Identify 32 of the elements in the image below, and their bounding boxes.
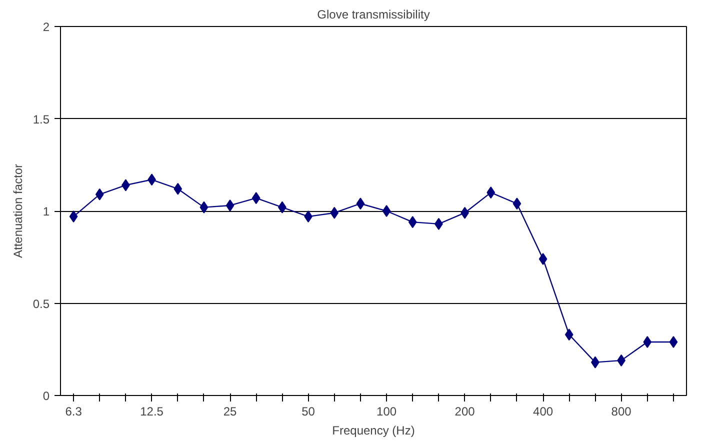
point [512,198,522,210]
point [69,210,78,223]
x-tick-label: 400 [533,404,554,418]
point [486,186,496,199]
y-tick-label: 1 [42,204,50,218]
point [174,182,182,195]
x-tick-label: 12.5 [140,404,164,418]
x-tick-label: 200 [454,404,476,418]
y-tick-label: 1.5 [32,112,50,126]
x-tick-label: 50 [302,404,316,418]
x-tick-label: 800 [611,404,632,418]
point [408,216,417,228]
y-tick-label: 2 [42,20,50,34]
point [356,198,365,210]
point [226,199,234,212]
y-axis-title: Attenuation factor [10,164,25,258]
point [382,205,391,217]
x-tick-label: 25 [223,404,238,418]
x-tick-label: 100 [376,404,397,418]
y-tick-label: 0 [42,389,50,403]
x-axis-title: Frequency (Hz) [332,424,415,438]
point [643,336,652,348]
y-tick-label: 0.5 [32,296,50,311]
point [95,188,104,200]
point [538,252,548,265]
point [669,336,678,348]
point [564,328,574,341]
point [252,192,260,204]
point [330,206,339,219]
chart-title: Glove transmissibility [317,8,430,22]
point [200,201,208,214]
x-tick-label: 6.3 [65,404,82,418]
